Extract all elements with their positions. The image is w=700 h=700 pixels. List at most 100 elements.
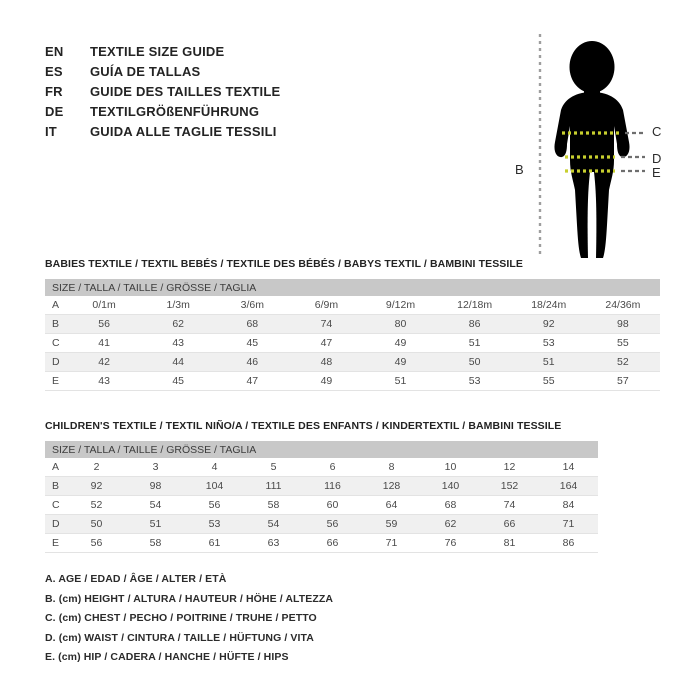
table-cell: 60 — [303, 495, 362, 515]
table-cell: 152 — [480, 476, 539, 496]
table-row: D 50 51 53 54 56 59 62 66 71 — [45, 514, 598, 534]
table-cell: 92 — [511, 314, 586, 334]
table-cell: 111 — [244, 476, 303, 496]
table-cell: 49 — [363, 333, 438, 353]
table-cell: 98 — [585, 314, 660, 334]
figure-leg-gap — [587, 172, 597, 258]
size-band-row: SIZE / TALLA / TAILLE / GRÖSSE / TAGLIA — [45, 441, 598, 458]
title-text: GUÍA DE TALLAS — [90, 64, 201, 79]
children-table-caption: CHILDREN'S TEXTILE / TEXTIL NIÑO/A / TEX… — [45, 420, 562, 432]
size-band-label: SIZE / TALLA / TAILLE / GRÖSSE / TAGLIA — [52, 281, 257, 294]
table-cell: 80 — [363, 314, 438, 334]
row-key-cell: E — [45, 371, 68, 391]
table-cell: 24/36m — [585, 296, 660, 315]
table-cell: 56 — [67, 314, 142, 334]
figure-label-chest: C — [652, 124, 662, 139]
table-cell: 51 — [363, 371, 438, 391]
table-cell: 61 — [185, 533, 244, 553]
babies-size-table: SIZE / TALLA / TAILLE / GRÖSSE / TAGLIA A… — [45, 279, 660, 391]
figure-label-height: B — [515, 162, 524, 177]
table-cell: 45 — [215, 333, 290, 353]
table-cell: 68 — [215, 314, 290, 334]
table-row: E 56 58 61 63 66 71 76 81 86 — [45, 533, 598, 553]
row-key-cell: B — [45, 476, 67, 496]
title-row: DE TEXTILGRÖßENFÜHRUNG — [45, 102, 345, 122]
table-cell: 54 — [244, 514, 303, 534]
size-band-row: SIZE / TALLA / TAILLE / GRÖSSE / TAGLIA — [45, 279, 660, 296]
table-cell: 6 — [303, 458, 362, 477]
title-text: TEXTILE SIZE GUIDE — [90, 44, 225, 59]
table-cell: 49 — [363, 352, 438, 372]
table-cell: 51 — [437, 333, 512, 353]
table-cell: 74 — [289, 314, 364, 334]
table-cell: 53 — [185, 514, 244, 534]
table-cell: 98 — [126, 476, 185, 496]
table-cell: 62 — [141, 314, 216, 334]
table-cell: 55 — [511, 371, 586, 391]
table-cell: 3 — [126, 458, 185, 477]
table-cell: 12/18m — [437, 296, 512, 315]
table-cell: 56 — [67, 533, 126, 553]
table-cell: 58 — [126, 533, 185, 553]
table-cell: 43 — [141, 333, 216, 353]
children-size-table: SIZE / TALLA / TAILLE / GRÖSSE / TAGLIA A… — [45, 441, 598, 553]
title-row: EN TEXTILE SIZE GUIDE — [45, 42, 345, 62]
babies-table-block: BABIES TEXTILE / TEXTIL BEBÉS / TEXTILE … — [45, 258, 660, 391]
table-cell: 52 — [67, 495, 126, 515]
row-key-cell: D — [45, 352, 68, 372]
babies-table-caption: BABIES TEXTILE / TEXTIL BEBÉS / TEXTILE … — [45, 258, 524, 270]
table-cell: 58 — [244, 495, 303, 515]
table-cell: 62 — [421, 514, 480, 534]
table-cell: 45 — [141, 371, 216, 391]
table-cell: 56 — [303, 514, 362, 534]
table-cell: 1/3m — [141, 296, 216, 315]
table-row: B 92 98 104 111 116 128 140 152 164 — [45, 476, 598, 496]
table-cell: 66 — [480, 514, 539, 534]
table-cell: 49 — [289, 371, 364, 391]
row-key-cell: B — [45, 314, 68, 334]
table-row: B 56 62 68 74 80 86 92 98 — [45, 314, 660, 334]
table-cell: 52 — [585, 352, 660, 372]
table-row: A 0/1m 1/3m 3/6m 6/9m 9/12m 12/18m 18/24m 24/36m — [45, 296, 660, 315]
row-key-cell: A — [45, 458, 67, 477]
title-text: GUIDA ALLE TAGLIE TESSILI — [90, 124, 277, 139]
table-row: C 52 54 56 58 60 64 68 74 84 — [45, 495, 598, 515]
title-row: ES GUÍA DE TALLAS — [45, 62, 345, 82]
figure-label-hip: E — [652, 165, 661, 180]
table-cell: 10 — [421, 458, 480, 477]
table-cell: 71 — [362, 533, 421, 553]
table-cell: 6/9m — [289, 296, 364, 315]
table-cell: 47 — [289, 333, 364, 353]
row-key-cell: D — [45, 514, 67, 534]
table-cell: 14 — [539, 458, 598, 477]
table-cell: 64 — [362, 495, 421, 515]
legend-line: A. AGE / EDAD / ÂGE / ALTER / ETÀ — [45, 573, 227, 585]
table-cell: 42 — [67, 352, 142, 372]
legend-line: C. (cm) CHEST / PECHO / POITRINE / TRUHE… — [45, 612, 317, 624]
table-cell: 50 — [67, 514, 126, 534]
table-cell: 0/1m — [67, 296, 142, 315]
figure-label-waist: D — [652, 151, 662, 166]
table-cell: 66 — [303, 533, 362, 553]
table-cell: 4 — [185, 458, 244, 477]
table-cell: 41 — [67, 333, 142, 353]
table-cell: 18/24m — [511, 296, 586, 315]
table-cell: 76 — [421, 533, 480, 553]
table-cell: 92 — [67, 476, 126, 496]
size-band-label: SIZE / TALLA / TAILLE / GRÖSSE / TAGLIA — [52, 443, 257, 456]
table-cell: 71 — [539, 514, 598, 534]
table-cell: 51 — [126, 514, 185, 534]
table-row: A 2 3 4 5 6 8 10 12 14 — [45, 458, 598, 477]
children-table-block: CHILDREN'S TEXTILE / TEXTIL NIÑO/A / TEX… — [45, 420, 598, 553]
row-key-cell: A — [45, 296, 68, 315]
table-cell: 59 — [362, 514, 421, 534]
title-block: EN TEXTILE SIZE GUIDE ES GUÍA DE TALLAS FR GU… — [45, 42, 345, 142]
table-cell: 57 — [585, 371, 660, 391]
table-row: D 42 44 46 48 49 50 51 52 — [45, 352, 660, 372]
title-language-code: IT — [45, 124, 57, 139]
title-text: GUIDE DES TAILLES TEXTILE — [90, 84, 281, 99]
table-cell: 140 — [421, 476, 480, 496]
table-cell: 54 — [126, 495, 185, 515]
table-cell: 116 — [303, 476, 362, 496]
